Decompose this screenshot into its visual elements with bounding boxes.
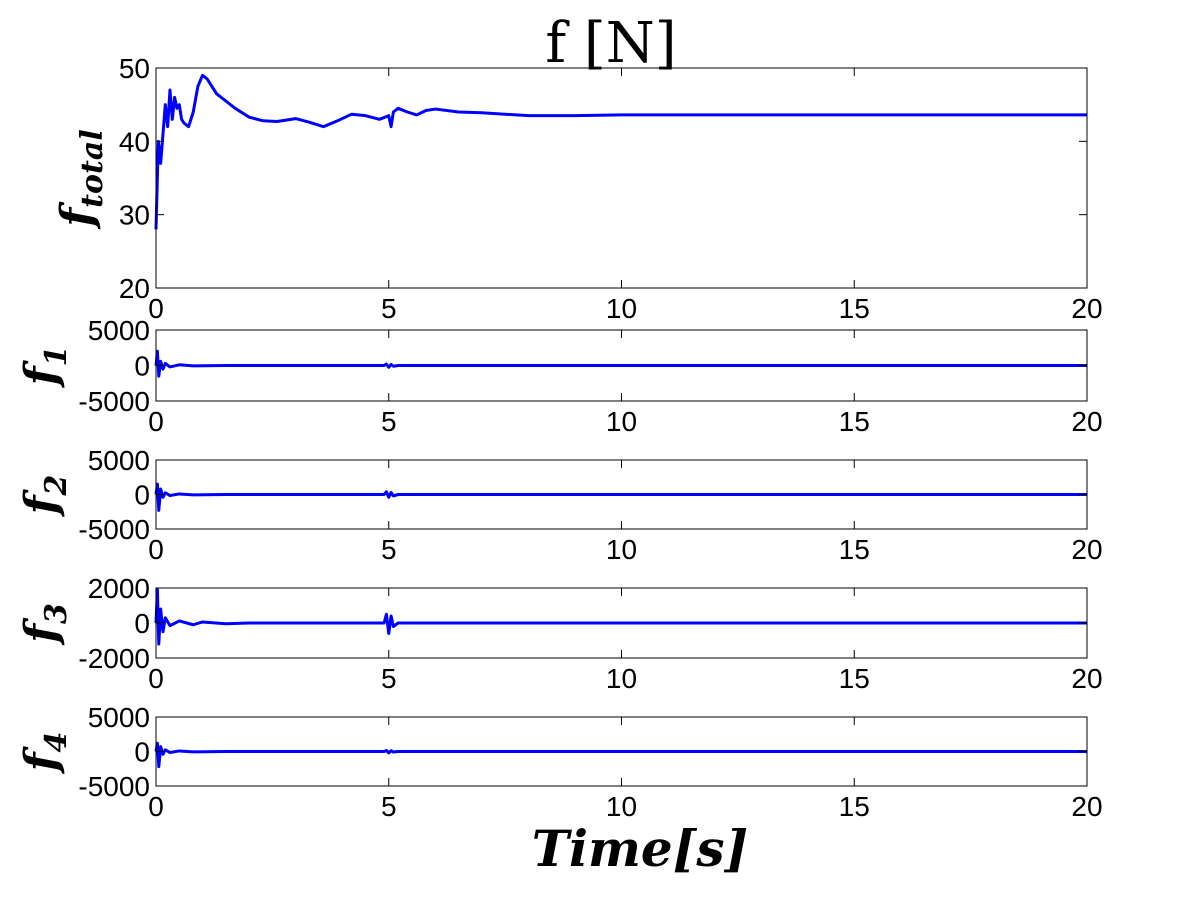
x-tick-label: 20 [1071,663,1102,694]
y-tick-label: 50 [119,53,150,84]
y-tick-label: 20 [119,273,150,304]
x-tick-label: 15 [839,791,870,822]
x-tick-label: 5 [381,534,397,565]
x-tick-label: 0 [148,663,164,694]
x-tick-label: 20 [1071,534,1102,565]
y-tick-label: 40 [119,126,150,157]
series-line-2 [154,349,1087,378]
x-tick-label: 0 [148,534,164,565]
y-axis-label-subscript: 4 [39,732,74,753]
y-axis-label-subscript: 1 [39,346,74,367]
x-tick-label: 15 [839,534,870,565]
x-tick-label: 10 [606,663,637,694]
x-tick-label: 10 [606,791,637,822]
figure-title: f [N] [545,11,676,76]
x-tick-label: 10 [606,534,637,565]
y-axis-label-subscript: total [75,129,110,208]
x-tick-label: 0 [148,293,164,324]
y-tick-label: 5000 [88,702,150,733]
y-tick-label: -5000 [78,514,150,545]
series-line-4 [154,588,1087,646]
x-axis-label: Time[s] [532,819,748,878]
x-tick-label: 10 [606,406,637,437]
x-tick-label: 5 [381,406,397,437]
series-line-3 [154,482,1087,512]
y-tick-label: 0 [134,351,150,382]
y-tick-label: 5000 [88,315,150,346]
x-tick-label: 5 [381,791,397,822]
y-tick-label: -2000 [78,643,150,674]
series-line-5 [154,741,1087,769]
y-tick-label: 0 [134,480,150,511]
x-tick-label: 0 [148,406,164,437]
y-tick-label: 2000 [88,573,150,604]
y-tick-label: -5000 [78,386,150,417]
x-tick-label: 15 [839,406,870,437]
x-tick-label: 20 [1071,406,1102,437]
x-tick-label: 5 [381,663,397,694]
x-tick-label: 5 [381,293,397,324]
x-tick-label: 0 [148,791,164,822]
y-tick-label: 0 [134,737,150,768]
x-tick-label: 15 [839,663,870,694]
x-tick-label: 20 [1071,791,1102,822]
y-tick-label: 5000 [88,445,150,476]
y-tick-label: 30 [119,200,150,231]
x-tick-label: 10 [606,293,637,324]
x-tick-label: 20 [1071,293,1102,324]
series-line-1 [154,73,1087,230]
x-tick-label: 15 [839,293,870,324]
y-tick-label: 0 [134,608,150,639]
y-axis-label-subscript: 3 [39,603,74,624]
y-tick-label: -5000 [78,771,150,802]
y-axis-label-subscript: 2 [39,475,74,497]
